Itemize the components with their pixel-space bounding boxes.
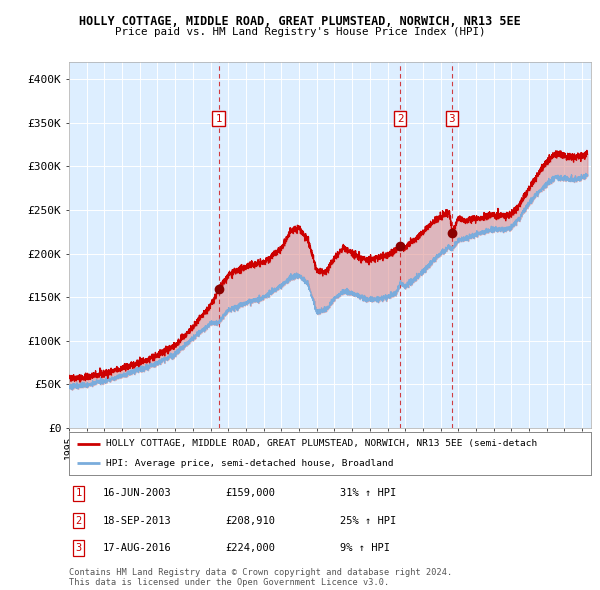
Text: 3: 3: [448, 113, 455, 123]
Text: £208,910: £208,910: [226, 516, 275, 526]
Text: 1: 1: [75, 489, 82, 499]
Text: HOLLY COTTAGE, MIDDLE ROAD, GREAT PLUMSTEAD, NORWICH, NR13 5EE: HOLLY COTTAGE, MIDDLE ROAD, GREAT PLUMST…: [79, 15, 521, 28]
Text: 2: 2: [397, 113, 404, 123]
Text: 3: 3: [75, 543, 82, 553]
Text: 9% ↑ HPI: 9% ↑ HPI: [340, 543, 391, 553]
Text: HOLLY COTTAGE, MIDDLE ROAD, GREAT PLUMSTEAD, NORWICH, NR13 5EE (semi-detach: HOLLY COTTAGE, MIDDLE ROAD, GREAT PLUMST…: [106, 439, 537, 448]
Text: £159,000: £159,000: [226, 489, 275, 499]
Text: HPI: Average price, semi-detached house, Broadland: HPI: Average price, semi-detached house,…: [106, 459, 393, 468]
Text: 2: 2: [75, 516, 82, 526]
Text: 16-JUN-2003: 16-JUN-2003: [103, 489, 172, 499]
Text: 1: 1: [215, 113, 222, 123]
Text: Price paid vs. HM Land Registry's House Price Index (HPI): Price paid vs. HM Land Registry's House …: [115, 27, 485, 37]
Text: 31% ↑ HPI: 31% ↑ HPI: [340, 489, 397, 499]
Text: 25% ↑ HPI: 25% ↑ HPI: [340, 516, 397, 526]
Text: Contains HM Land Registry data © Crown copyright and database right 2024.
This d: Contains HM Land Registry data © Crown c…: [69, 568, 452, 587]
Text: 18-SEP-2013: 18-SEP-2013: [103, 516, 172, 526]
Text: £224,000: £224,000: [226, 543, 275, 553]
Text: 17-AUG-2016: 17-AUG-2016: [103, 543, 172, 553]
